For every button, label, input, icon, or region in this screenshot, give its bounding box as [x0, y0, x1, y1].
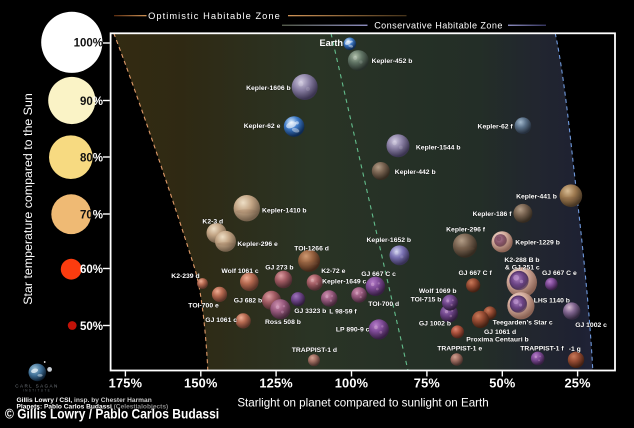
svg-text:GJ 1061 d: GJ 1061 d [484, 329, 516, 336]
svg-text:50%: 50% [80, 321, 103, 333]
svg-text:Kepler-296 f: Kepler-296 f [446, 226, 486, 233]
svg-text:TOI-1266 d: TOI-1266 d [294, 246, 329, 253]
svg-text:K2-72 e: K2-72 e [321, 268, 345, 275]
svg-text:INSTITUTE: INSTITUTE [23, 389, 51, 393]
svg-text:GJ 273 b: GJ 273 b [265, 265, 293, 272]
svg-text:GJ 667 C e: GJ 667 C e [542, 270, 577, 277]
svg-text:Kepler-1544 b: Kepler-1544 b [416, 145, 461, 152]
svg-text:Kepler-1649 c: Kepler-1649 c [322, 278, 366, 285]
svg-text:Kepler-186 f: Kepler-186 f [473, 211, 513, 218]
svg-text:Earth: Earth [320, 38, 344, 48]
svg-text:Planets: Pablo Carlos Budassi: Planets: Pablo Carlos Budassi (Celestial… [17, 403, 169, 410]
svg-text:TOI-700 e: TOI-700 e [188, 302, 219, 309]
svg-text:Wolf 1069 b: Wolf 1069 b [419, 288, 457, 295]
svg-text:100%: 100% [335, 375, 369, 390]
svg-text:K2-239 d: K2-239 d [171, 273, 199, 280]
svg-text:Kepler-62 e: Kepler-62 e [244, 123, 281, 130]
svg-text:TRAPPIST-1 f: TRAPPIST-1 f [520, 345, 564, 352]
svg-text:Ross 508 b: Ross 508 b [265, 319, 301, 326]
svg-text:K2-3 d: K2-3 d [202, 219, 223, 226]
svg-text:Kepler-1606 b: Kepler-1606 b [246, 85, 291, 92]
svg-text:TOI-715 b: TOI-715 b [411, 297, 442, 304]
svg-text:TRAPPIST-1 d: TRAPPIST-1 d [292, 347, 337, 354]
svg-text:LP 890-9 c: LP 890-9 c [336, 327, 370, 334]
svg-text:GJ 682 b: GJ 682 b [234, 298, 262, 305]
svg-text:Kepler-452 b: Kepler-452 b [372, 58, 413, 65]
svg-text:75%: 75% [414, 375, 441, 390]
svg-text:Gillis Lowry / CSI, insp. by C: Gillis Lowry / CSI, insp. by Chester Har… [17, 397, 152, 404]
svg-text:Star temperature compared to t: Star temperature compared to the Sun [21, 93, 35, 305]
svg-text:Kepler-62 f: Kepler-62 f [478, 124, 514, 131]
svg-text:& GJ 251 c: & GJ 251 c [505, 265, 540, 272]
svg-text:125%: 125% [259, 375, 293, 390]
svg-text:TRAPPIST-1 e: TRAPPIST-1 e [437, 345, 482, 352]
svg-text:Conservative Habitable Zone: Conservative Habitable Zone [374, 20, 503, 30]
svg-text:50%: 50% [489, 375, 516, 390]
svg-text:Kepler-441 b: Kepler-441 b [516, 194, 557, 201]
svg-text:GJ 667 C c: GJ 667 C c [361, 271, 396, 278]
svg-text:TOI-700 d: TOI-700 d [368, 301, 399, 308]
svg-text:100%: 100% [74, 38, 103, 50]
svg-text:25%: 25% [564, 375, 591, 390]
svg-text:LHS 1140 b: LHS 1140 b [534, 298, 570, 305]
svg-text:GJ 3323 b: GJ 3323 b [294, 308, 326, 315]
svg-text:Optimistic Habitable Zone: Optimistic Habitable Zone [148, 11, 281, 21]
svg-text:Kepler-442 b: Kepler-442 b [395, 169, 436, 176]
svg-text:Starlight on planet compared t: Starlight on planet compared to sunlight… [237, 396, 488, 409]
svg-text:60%: 60% [80, 264, 103, 276]
svg-text:Wolf 1061 c: Wolf 1061 c [221, 268, 258, 275]
svg-text:L 98-59 f: L 98-59 f [329, 309, 357, 316]
svg-text:70%: 70% [80, 210, 103, 222]
svg-text:GJ 1061 c: GJ 1061 c [205, 317, 237, 324]
svg-text:GJ 667 C f: GJ 667 C f [459, 270, 493, 277]
svg-text:Kepler-296 e: Kepler-296 e [237, 241, 278, 248]
svg-text:-1 g: -1 g [569, 346, 581, 353]
svg-text:K2-288 B b: K2-288 B b [504, 257, 539, 264]
svg-text:Kepler-1410 b: Kepler-1410 b [262, 207, 307, 214]
svg-text:Kepler-1652 b: Kepler-1652 b [367, 237, 412, 244]
svg-text:CARL SAGAN: CARL SAGAN [15, 384, 58, 389]
svg-text:80%: 80% [80, 153, 103, 165]
svg-text:© Gillis Lowry / Pablo Carlos: © Gillis Lowry / Pablo Carlos Budassi [5, 406, 219, 422]
svg-text:175%: 175% [109, 375, 143, 390]
svg-text:90%: 90% [80, 96, 103, 108]
svg-text:Teegarden’s Star c: Teegarden’s Star c [493, 320, 553, 327]
svg-text:Proxima Centauri b: Proxima Centauri b [466, 337, 528, 344]
svg-text:GJ 1002 b: GJ 1002 b [419, 321, 451, 328]
svg-text:150%: 150% [184, 375, 218, 390]
svg-text:GJ 1002 c: GJ 1002 c [575, 322, 607, 329]
svg-text:Kepler-1229 b: Kepler-1229 b [515, 240, 560, 247]
